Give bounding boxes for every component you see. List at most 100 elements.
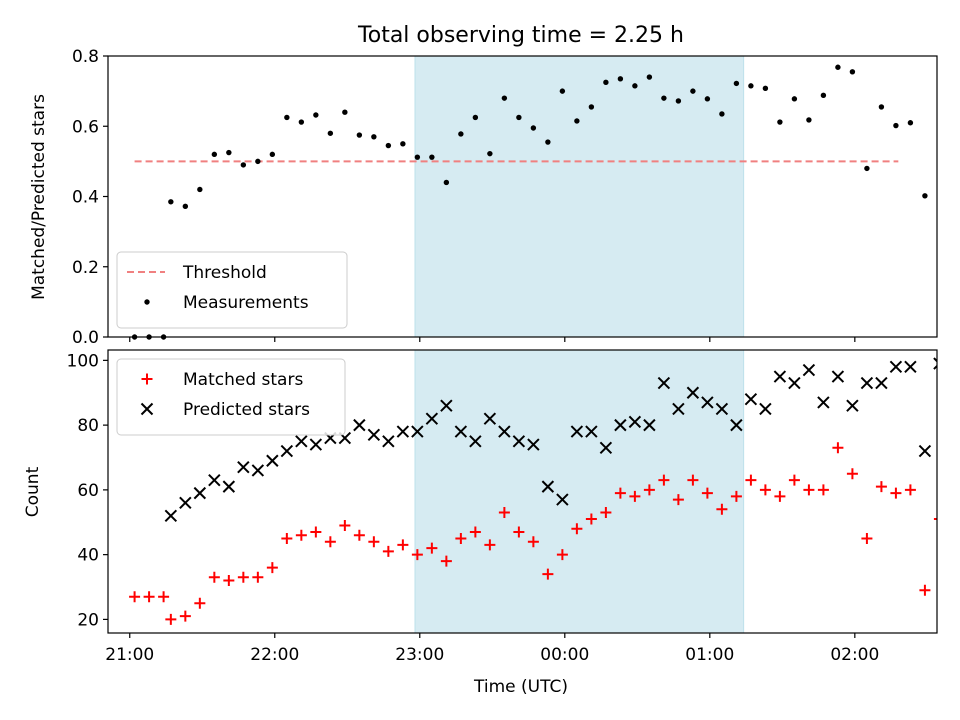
legend-label: Predicted stars <box>183 400 310 420</box>
data-point <box>443 179 450 186</box>
data-point <box>324 536 336 548</box>
data-point <box>168 199 174 205</box>
data-point <box>832 442 844 454</box>
x-tick-label: 23:00 <box>395 645 444 665</box>
data-point <box>875 481 887 493</box>
y-tick-label: 20 <box>77 610 99 630</box>
y-tick-label: 60 <box>77 481 99 501</box>
data-point <box>715 402 729 416</box>
data-point <box>211 151 218 158</box>
data-point <box>599 441 613 454</box>
data-point <box>632 83 638 89</box>
y-tick-label: 100 <box>67 351 99 371</box>
data-point <box>820 92 827 99</box>
data-point <box>675 98 682 104</box>
data-point <box>382 435 395 448</box>
data-point <box>295 435 308 448</box>
data-point <box>226 149 232 156</box>
data-point <box>429 154 435 160</box>
data-point <box>382 545 394 557</box>
axes-frame <box>107 349 938 634</box>
data-point <box>933 357 937 370</box>
x-tick-label: 02:00 <box>830 645 879 665</box>
legend-swatch <box>144 299 150 305</box>
data-point <box>182 203 189 210</box>
data-point <box>298 119 305 125</box>
data-point <box>643 484 655 496</box>
data-point <box>472 114 479 121</box>
data-point <box>600 507 612 519</box>
data-point <box>716 503 728 515</box>
y-tick-label: 0.4 <box>72 188 99 208</box>
data-point <box>255 158 261 165</box>
data-point <box>904 360 917 374</box>
data-point <box>440 555 452 567</box>
data-point <box>240 162 247 168</box>
data-point <box>806 117 812 123</box>
data-point <box>574 118 580 124</box>
data-point <box>791 96 798 102</box>
data-point <box>313 112 319 118</box>
data-point <box>687 474 699 486</box>
data-point <box>512 435 526 448</box>
data-point <box>559 88 566 94</box>
observing-window <box>414 55 745 338</box>
chart-title: Total observing time = 2.25 h <box>357 23 684 48</box>
y-tick-label: 80 <box>77 416 99 436</box>
series-predicted-stars <box>164 357 959 522</box>
data-point <box>501 95 508 101</box>
data-point <box>527 536 539 548</box>
data-point <box>414 154 421 160</box>
data-point <box>284 114 290 121</box>
data-point <box>614 418 627 432</box>
data-point <box>469 435 482 448</box>
data-point <box>158 591 170 603</box>
data-point <box>657 376 671 390</box>
data-point <box>922 193 928 199</box>
data-point <box>889 360 903 374</box>
data-point <box>356 132 363 138</box>
data-point <box>353 529 365 541</box>
data-point <box>223 575 235 587</box>
data-point <box>542 568 554 580</box>
data-point <box>878 104 885 110</box>
y-tick-label: 0.0 <box>72 328 99 348</box>
data-point <box>281 532 293 544</box>
data-point <box>831 370 845 383</box>
data-point <box>251 464 265 477</box>
data-point <box>310 526 322 538</box>
legend: Threshold Measurements <box>116 251 348 329</box>
data-point <box>701 487 713 499</box>
data-point <box>701 396 714 409</box>
data-point <box>730 418 743 432</box>
data-point <box>571 523 583 535</box>
data-point <box>672 494 684 506</box>
data-point <box>570 425 584 438</box>
data-point <box>948 400 959 411</box>
data-point <box>129 591 141 603</box>
data-point <box>208 571 220 583</box>
data-point <box>803 484 815 496</box>
data-point <box>730 490 742 502</box>
data-point <box>266 454 279 467</box>
data-point <box>788 376 801 390</box>
data-point <box>951 143 956 148</box>
data-point <box>342 109 348 115</box>
data-point <box>327 130 334 136</box>
data-point <box>179 610 191 622</box>
y-tick-label: 0.8 <box>72 47 99 67</box>
data-point <box>585 425 598 438</box>
data-point <box>295 529 307 541</box>
data-point <box>893 122 899 129</box>
data-point <box>861 532 873 544</box>
data-point <box>603 79 609 86</box>
x-axis-label: Time (UTC) <box>473 677 568 697</box>
data-point <box>545 139 551 145</box>
data-point <box>759 402 772 416</box>
data-point <box>904 484 916 496</box>
data-point <box>661 95 667 101</box>
data-point <box>948 526 959 537</box>
x-tick-label: 00:00 <box>540 645 589 665</box>
series-measurements <box>131 64 956 340</box>
